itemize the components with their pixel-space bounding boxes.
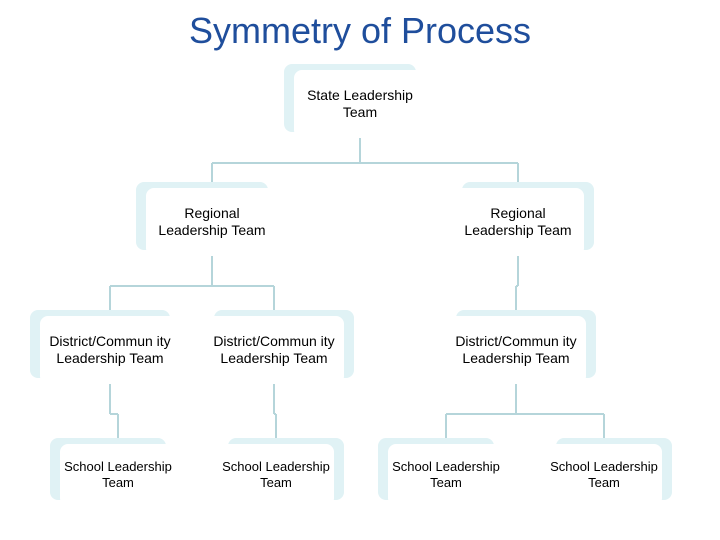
node-school_3: School Leadership Team <box>378 438 504 506</box>
node-school_4: School Leadership Team <box>546 438 672 506</box>
node-label: Regional Leadership Team <box>456 205 580 239</box>
node-box: School Leadership Team <box>218 444 334 506</box>
connector <box>516 256 518 316</box>
node-dist_1: District/Commun ity Leadership Team <box>30 310 180 384</box>
node-label: District/Commun ity Leadership Team <box>208 333 340 367</box>
page-title: Symmetry of Process <box>0 10 720 52</box>
node-label: Regional Leadership Team <box>150 205 274 239</box>
node-label: School Leadership Team <box>392 459 500 490</box>
node-school_1: School Leadership Team <box>50 438 176 506</box>
node-school_2: School Leadership Team <box>218 438 344 506</box>
node-box: Regional Leadership Team <box>146 188 278 256</box>
node-label: District/Commun ity Leadership Team <box>450 333 582 367</box>
node-label: District/Commun ity Leadership Team <box>44 333 176 367</box>
node-region_l: Regional Leadership Team <box>136 182 278 256</box>
node-box: District/Commun ity Leadership Team <box>40 316 180 384</box>
node-label: School Leadership Team <box>222 459 330 490</box>
node-box: Regional Leadership Team <box>452 188 584 256</box>
node-box: District/Commun ity Leadership Team <box>446 316 586 384</box>
connector <box>110 256 274 316</box>
node-box: State Leadership Team <box>294 70 426 138</box>
node-region_r: Regional Leadership Team <box>452 182 594 256</box>
connector <box>446 384 604 444</box>
node-state: State Leadership Team <box>284 64 426 138</box>
node-label: State Leadership Team <box>298 87 422 121</box>
node-label: School Leadership Team <box>64 459 172 490</box>
node-label: School Leadership Team <box>550 459 658 490</box>
node-dist_2: District/Commun ity Leadership Team <box>204 310 354 384</box>
connector <box>274 384 276 444</box>
node-box: School Leadership Team <box>60 444 176 506</box>
connector <box>110 384 118 444</box>
node-box: District/Commun ity Leadership Team <box>204 316 344 384</box>
connector <box>212 138 518 188</box>
node-box: School Leadership Team <box>388 444 504 506</box>
node-box: School Leadership Team <box>546 444 662 506</box>
node-dist_3: District/Commun ity Leadership Team <box>446 310 596 384</box>
